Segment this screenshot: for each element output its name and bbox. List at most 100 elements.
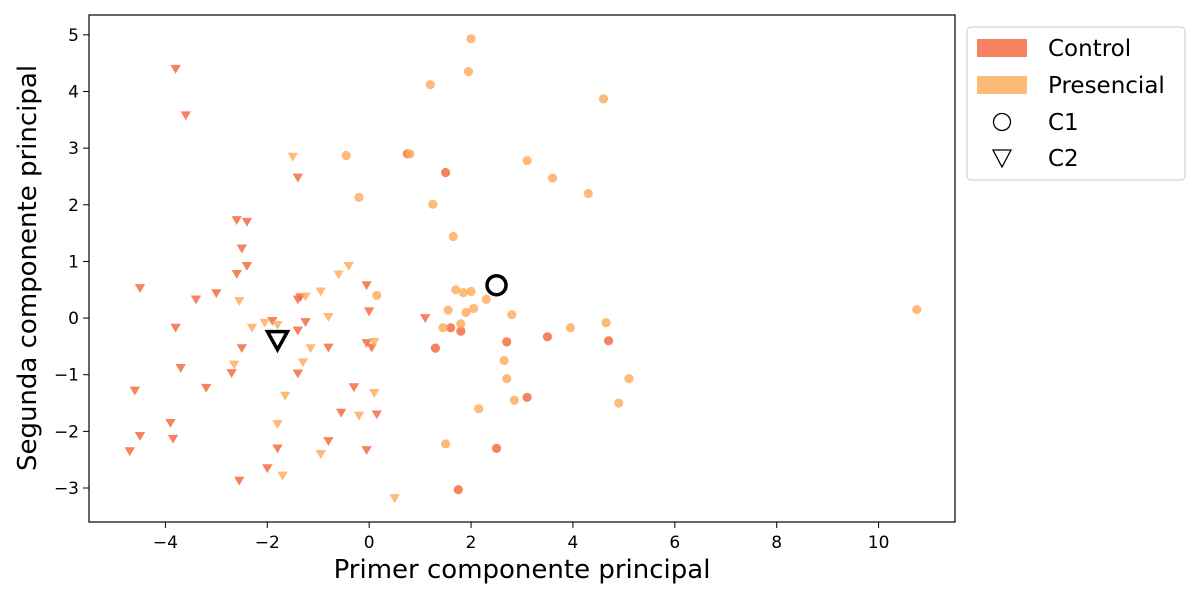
point-presencial-c1-4 xyxy=(341,150,351,161)
point-control-c2-2 xyxy=(292,173,304,183)
point-presencial-c1-22 xyxy=(438,323,448,333)
point-presencial-c1-21 xyxy=(456,319,466,329)
point-control-c2-9 xyxy=(211,289,222,299)
point-presencial-c2-5 xyxy=(234,297,245,307)
point-presencial-c2-3 xyxy=(315,287,326,297)
point-presencial-c2-16 xyxy=(353,411,365,421)
point-control-c2-6 xyxy=(241,262,253,271)
y-tick-label-4: 4 xyxy=(68,82,79,102)
legend-symbol-presencial xyxy=(977,76,1027,94)
point-presencial-c1-30 xyxy=(474,404,484,414)
point-presencial-c1-29 xyxy=(614,398,624,408)
point-control-c2-19 xyxy=(292,326,304,336)
point-presencial-c2-14 xyxy=(279,391,291,401)
x-tick-label-6: 6 xyxy=(669,533,680,553)
point-control-c1-10 xyxy=(453,485,463,495)
legend-label-control: Control xyxy=(1048,36,1131,62)
x-tick-label-10: 10 xyxy=(868,533,890,553)
legend-label-presencial: Presencial xyxy=(1048,73,1165,99)
point-presencial-c1-15 xyxy=(481,294,491,304)
point-presencial-c1-2 xyxy=(425,80,435,90)
point-presencial-c2-6 xyxy=(323,313,334,322)
point-presencial-c1-8 xyxy=(583,188,593,199)
point-presencial-c1-24 xyxy=(601,317,611,328)
point-control-c2-21 xyxy=(323,343,334,353)
point-control-c2-40 xyxy=(234,476,245,486)
point-control-c2-32 xyxy=(165,418,176,428)
point-control-c2-20 xyxy=(236,344,248,354)
point-presencial-c1-16 xyxy=(372,290,382,301)
point-presencial-c1-11 xyxy=(448,231,458,242)
point-control-c1-7 xyxy=(604,336,614,346)
point-presencial-c1-3 xyxy=(598,94,609,104)
point-control-c2-0 xyxy=(170,64,181,74)
x-tick-label--4: −4 xyxy=(153,533,178,553)
y-tick-label-3: 3 xyxy=(68,139,79,159)
point-presencial-c1-20 xyxy=(507,310,517,320)
legend-symbol-c1 xyxy=(992,112,1012,132)
point-presencial-c1-5 xyxy=(405,149,415,159)
point-control-c2-22 xyxy=(361,339,372,348)
point-control-c2-33 xyxy=(134,431,146,441)
y-tick-label-0: 0 xyxy=(68,309,79,329)
point-control-c2-23 xyxy=(366,343,377,353)
point-presencial-c2-11 xyxy=(305,344,316,354)
point-control-c2-31 xyxy=(371,410,383,420)
y-tick-label-2: 2 xyxy=(68,196,79,216)
point-presencial-c1-28 xyxy=(509,395,519,405)
point-control-c2-29 xyxy=(348,383,360,393)
point-presencial-c2-17 xyxy=(272,420,283,429)
point-control-c2-16 xyxy=(267,316,278,326)
point-presencial-c1-6 xyxy=(522,155,532,166)
point-control-c2-5 xyxy=(236,244,248,254)
point-presencial-c2-9 xyxy=(272,320,283,330)
point-presencial-c1-32 xyxy=(912,304,922,315)
point-presencial-c1-19 xyxy=(461,307,471,318)
point-presencial-c1-9 xyxy=(354,192,364,203)
point-control-c2-27 xyxy=(200,383,212,393)
y-axis-ticks: −3 −2 −1 0 1 2 3 4 5 xyxy=(54,26,89,499)
point-control-c2-14 xyxy=(363,307,375,317)
point-presencial-c2-1 xyxy=(343,262,354,271)
y-tick-label-5: 5 xyxy=(68,26,79,46)
point-presencial-c1-27 xyxy=(624,374,634,384)
x-tick-label-2: 2 xyxy=(466,533,477,553)
point-presencial-c1-13 xyxy=(458,287,469,298)
point-presencial-c2-19 xyxy=(277,471,288,481)
legend: Control Presencial C1 C2 xyxy=(966,26,1186,181)
y-axis-label: Segunda componente principal xyxy=(13,65,43,471)
point-presencial-c2-18 xyxy=(315,450,326,459)
point-control-c1-2 xyxy=(446,323,456,333)
point-control-c2-25 xyxy=(226,369,237,378)
point-control-c2-37 xyxy=(361,446,372,455)
point-control-c2-34 xyxy=(167,434,179,444)
point-control-c1-1 xyxy=(440,167,451,178)
point-presencial-c2-7 xyxy=(246,323,258,333)
legend-symbol-c2 xyxy=(991,149,1013,169)
point-presencial-c1-17 xyxy=(443,305,453,315)
y-tick-label-1: 1 xyxy=(68,252,79,272)
point-presencial-c2-0 xyxy=(287,152,298,162)
legend-symbol-control xyxy=(977,39,1027,57)
point-control-c1-9 xyxy=(491,443,502,453)
y-tick-label--3: −3 xyxy=(54,479,79,499)
point-presencial-c1-0 xyxy=(466,34,476,44)
point-control-c2-24 xyxy=(175,364,186,373)
point-control-c2-35 xyxy=(323,437,334,446)
y-tick-label--2: −2 xyxy=(54,422,79,442)
point-control-c2-13 xyxy=(361,281,372,291)
point-presencial-c2-15 xyxy=(369,388,380,398)
point-control-c2-28 xyxy=(129,386,141,396)
centroid-c1 xyxy=(485,273,508,297)
x-axis-label: Primer componente principal xyxy=(334,555,711,585)
point-presencial-c1-26 xyxy=(502,374,512,384)
x-axis-ticks: −4 −2 0 2 4 6 8 10 xyxy=(153,522,890,553)
x-tick-label-8: 8 xyxy=(771,533,782,553)
point-presencial-c1-7 xyxy=(547,173,558,183)
point-presencial-c2-12 xyxy=(297,358,309,368)
centroid-marks xyxy=(264,273,508,354)
x-tick-label-4: 4 xyxy=(568,533,579,553)
point-control-c1-4 xyxy=(430,343,440,353)
plot-marks xyxy=(124,34,922,504)
